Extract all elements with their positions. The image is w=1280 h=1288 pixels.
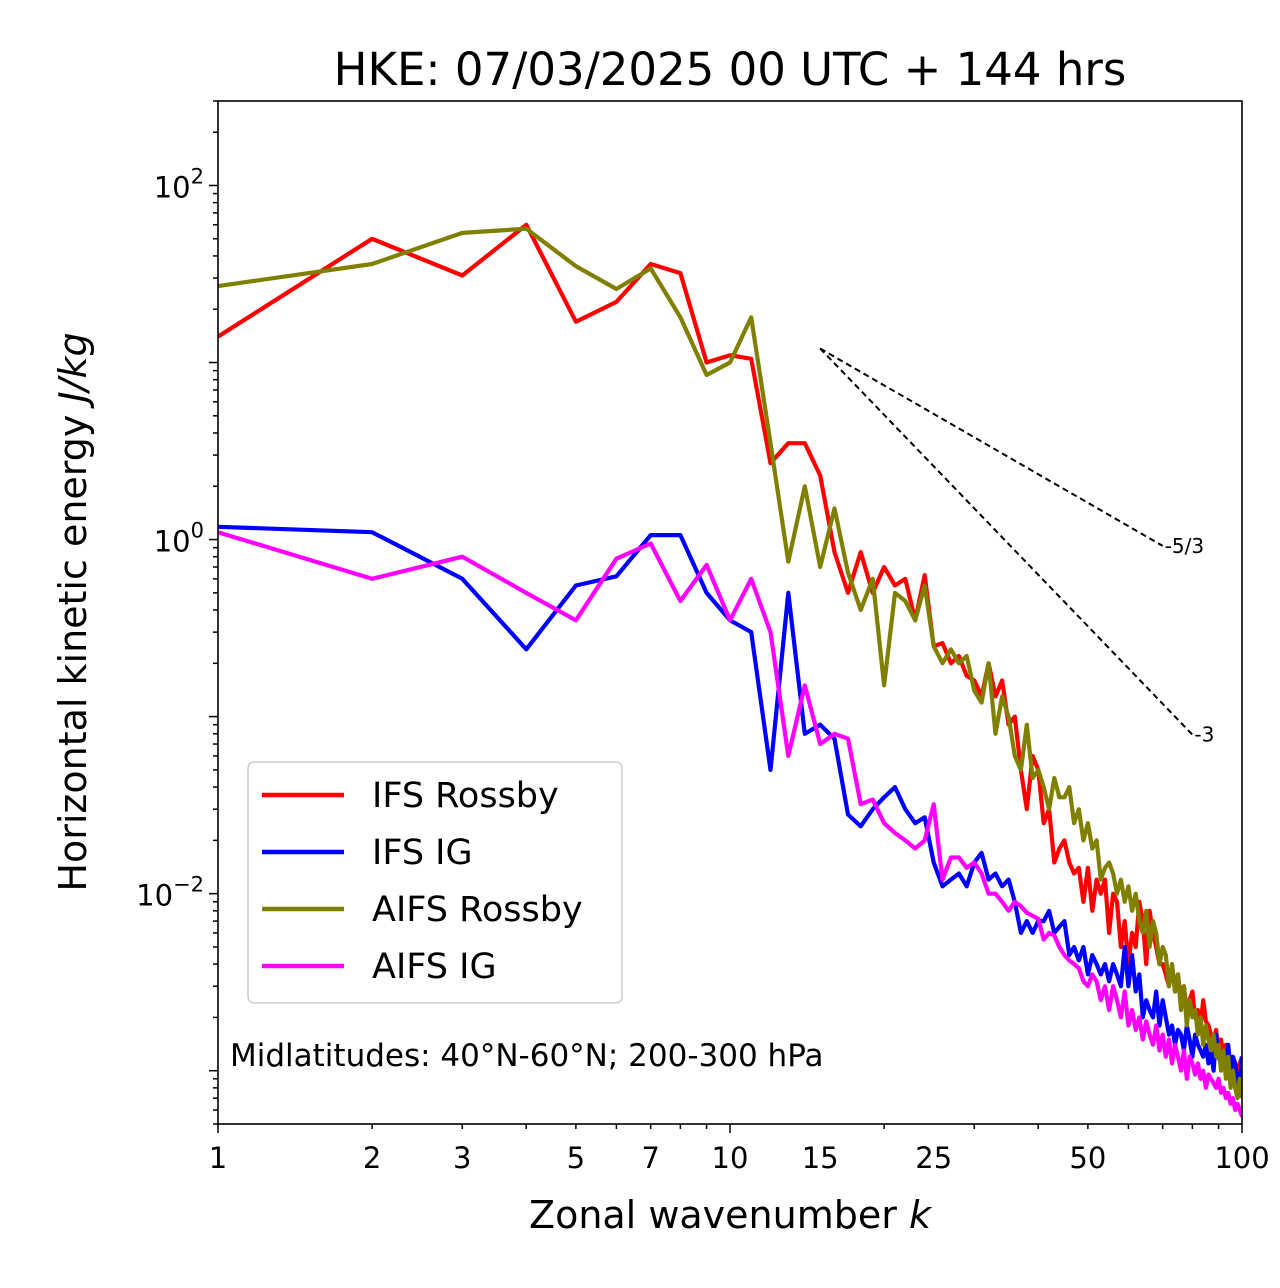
y-tick-label: 100 <box>154 519 204 559</box>
y-axis-ticks: 10−2 100 102 <box>136 100 218 1125</box>
reference-lines: -5/3 -3 <box>819 347 1214 747</box>
legend-box <box>247 761 623 1004</box>
chart-title: HKE: 07/03/2025 00 UTC + 144 hrs <box>334 43 1127 96</box>
x-tick-label: 50 <box>1069 1141 1106 1175</box>
series-line-ifs-ig <box>218 524 1242 1091</box>
reference-line-slope-3 <box>819 347 1194 736</box>
y-axis-label: Horizontal kinetic energy J/kg <box>51 332 95 891</box>
x-axis-ticks: 1 2 3 5 7 10 15 25 50 100 <box>209 1124 1270 1175</box>
series-line-aifs-ig <box>218 530 1242 1118</box>
series-line-ifs-rossby <box>218 222 1242 1081</box>
reference-line-label: -3 <box>1194 723 1214 747</box>
y-tick-label: 10−2 <box>136 873 204 913</box>
series-line-aifs-rossby <box>218 226 1242 1101</box>
x-axis-label: Zonal wavenumber k <box>529 1193 933 1237</box>
y-tick-label: 102 <box>154 164 204 204</box>
x-tick-label: 5 <box>567 1141 585 1175</box>
x-tick-label: 1 <box>209 1141 227 1175</box>
x-tick-label: 7 <box>641 1141 659 1175</box>
legend-label: AIFS IG <box>372 947 497 987</box>
x-tick-label: 15 <box>802 1141 839 1175</box>
reference-line-label: -5/3 <box>1165 534 1204 558</box>
x-tick-label: 3 <box>453 1141 471 1175</box>
x-tick-label: 2 <box>363 1141 381 1175</box>
x-tick-label: 25 <box>915 1141 952 1175</box>
x-tick-label: 100 <box>1214 1141 1269 1175</box>
legend-label: IFS Rossby <box>372 776 559 816</box>
legend-label: IFS IG <box>372 833 473 873</box>
legend: IFS Rossby IFS IG AIFS Rossby AIFS IG <box>247 761 623 1004</box>
series-layer <box>218 222 1242 1118</box>
region-annotation: Midlatitudes: 40°N-60°N; 200-300 hPa <box>230 1038 824 1074</box>
legend-label: AIFS Rossby <box>372 890 583 930</box>
reference-line-slope-5-3 <box>819 347 1164 547</box>
x-tick-label: 10 <box>712 1141 749 1175</box>
